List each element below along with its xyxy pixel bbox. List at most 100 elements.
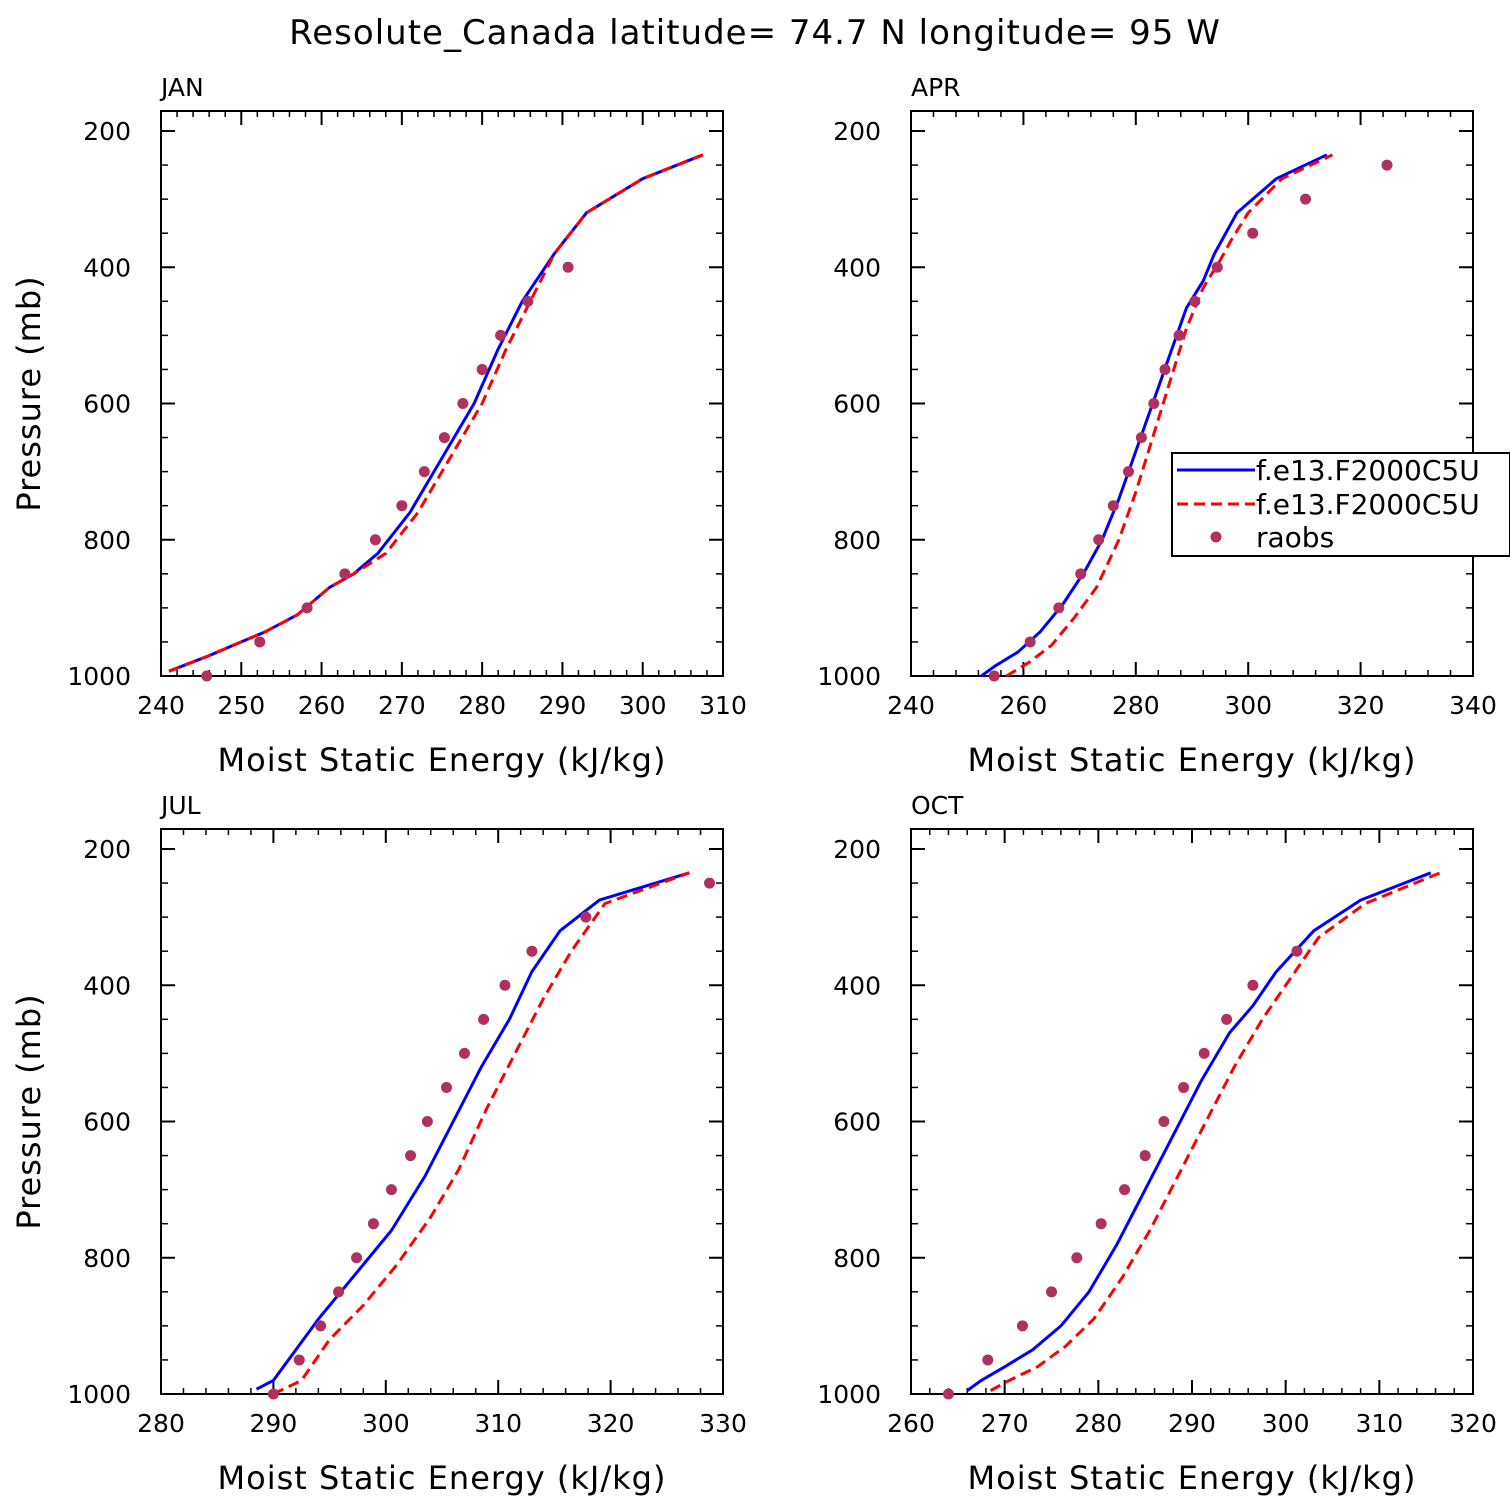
raobs-point — [1093, 534, 1105, 546]
x-tick-label: 310 — [1355, 1409, 1403, 1438]
x-tick-label: 240 — [137, 691, 185, 720]
y-tick-label: 200 — [83, 835, 131, 864]
series-line-solid — [168, 153, 704, 673]
legend-swatch-marker — [1210, 531, 1222, 543]
raobs-point — [369, 534, 381, 546]
x-tick-label: 280 — [1074, 1409, 1122, 1438]
raobs-point — [1053, 602, 1065, 614]
raobs-point — [1221, 1013, 1233, 1025]
panel-apr: 240 260 280 300 320 340 200 400 600 800 1000 APR Moi… — [817, 73, 1496, 779]
x-axis-label: Moist Static Energy (kJ/kg) — [968, 741, 1417, 779]
x-tick-label: 330 — [699, 1409, 747, 1438]
raobs-point — [526, 945, 538, 957]
raobs-point — [562, 261, 574, 273]
x-tick-label: 300 — [1224, 691, 1272, 720]
series-line-solid — [966, 871, 1432, 1392]
x-axis-label: Moist Static Energy (kJ/kg) — [218, 741, 667, 779]
raobs-point — [438, 432, 450, 444]
plot-frame — [160, 110, 724, 677]
raobs-point — [367, 1218, 379, 1230]
panel-oct: 260 270 280 290 300 310 320 200 400 600 800 1000 OCT… — [817, 791, 1496, 1497]
x-tick-label: 260 — [887, 1409, 935, 1438]
series-line-dashed — [989, 871, 1441, 1392]
x-tick-label: 280 — [458, 691, 506, 720]
raobs-point — [522, 295, 534, 307]
y-tick-label: 400 — [833, 971, 881, 1000]
y-tick-label: 600 — [83, 1108, 131, 1137]
raobs-point — [1095, 1218, 1107, 1230]
raobs-point — [1024, 636, 1036, 648]
x-tick-label: 260 — [298, 691, 346, 720]
y-tick-label: 1000 — [817, 1380, 881, 1409]
y-tick-label: 1000 — [67, 662, 131, 691]
series-line-dashed — [168, 153, 704, 673]
series-line-dashed — [272, 871, 690, 1396]
panel-jul: 280 290 300 310 320 330 200 400 600 800 1000 JUL Moi… — [10, 791, 747, 1497]
raobs-point — [1189, 295, 1201, 307]
raobs-point — [301, 602, 313, 614]
legend-label-dashed: f.e13.F2000C5U — [1256, 488, 1480, 521]
x-tick-label: 280 — [1112, 691, 1160, 720]
y-axis-label: Pressure (mb) — [10, 993, 48, 1229]
raobs-point — [1300, 193, 1312, 205]
panel-label: JAN — [159, 73, 204, 102]
raobs-point — [478, 1013, 490, 1025]
raobs-point — [1122, 466, 1134, 478]
raobs-point — [580, 911, 592, 923]
raobs-point — [1071, 1252, 1083, 1264]
raobs-point — [418, 466, 430, 478]
raobs-point — [1107, 500, 1119, 512]
raobs-point — [704, 877, 716, 889]
x-tick-label: 270 — [378, 691, 426, 720]
raobs-point — [1291, 945, 1303, 957]
raobs-point — [1046, 1286, 1057, 1298]
x-axis-label: Moist Static Energy (kJ/kg) — [218, 1459, 667, 1497]
raobs-point — [385, 1184, 397, 1196]
y-tick-label: 1000 — [817, 662, 881, 691]
raobs-point — [254, 636, 266, 648]
raobs-point — [405, 1150, 417, 1162]
raobs-point — [476, 363, 488, 375]
x-tick-label: 290 — [1168, 1409, 1216, 1438]
figure-title: Resolute_Canada latitude= 74.7 N longitu… — [289, 13, 1221, 53]
x-tick-label: 310 — [474, 1409, 522, 1438]
plot-frame — [160, 828, 724, 1395]
y-axis-label: Pressure (mb) — [10, 275, 48, 511]
raobs-point — [315, 1320, 327, 1332]
y-tick-label: 800 — [83, 1244, 131, 1273]
raobs-point — [1198, 1047, 1210, 1059]
y-tick-label: 200 — [833, 117, 881, 146]
y-tick-label: 800 — [833, 1244, 881, 1273]
x-tick-label: 320 — [1449, 1409, 1497, 1438]
raobs-point — [1178, 1081, 1190, 1093]
raobs-point — [440, 1081, 452, 1093]
y-tick-label: 400 — [83, 253, 131, 282]
raobs-point — [1075, 568, 1087, 580]
raobs-point — [1119, 1184, 1131, 1196]
raobs-point — [982, 1354, 994, 1366]
y-tick-label: 400 — [833, 253, 881, 282]
raobs-point — [1135, 432, 1147, 444]
raobs-point — [499, 979, 511, 991]
raobs-point — [421, 1116, 433, 1127]
x-tick-label: 260 — [1000, 691, 1048, 720]
x-tick-label: 290 — [539, 691, 587, 720]
raobs-point — [1381, 159, 1393, 171]
x-tick-label: 310 — [699, 691, 747, 720]
raobs-point — [293, 1354, 305, 1366]
raobs-point — [1247, 979, 1259, 991]
raobs-point — [396, 500, 408, 512]
x-tick-label: 240 — [887, 691, 935, 720]
x-tick-label: 300 — [619, 691, 667, 720]
panel-jan: 240 250 260 270 280 290 300 310 200 400 600 800 1000… — [10, 73, 747, 779]
raobs-point — [333, 1286, 345, 1298]
x-tick-label: 300 — [1262, 1409, 1310, 1438]
y-tick-label: 1000 — [67, 1380, 131, 1409]
y-tick-label: 200 — [833, 835, 881, 864]
raobs-point — [1148, 398, 1160, 409]
legend: f.e13.F2000C5U f.e13.F2000C5U raobs — [1171, 452, 1510, 557]
y-tick-label: 600 — [833, 1108, 881, 1137]
panel-label: JUL — [159, 791, 201, 820]
x-tick-label: 280 — [137, 1409, 185, 1438]
